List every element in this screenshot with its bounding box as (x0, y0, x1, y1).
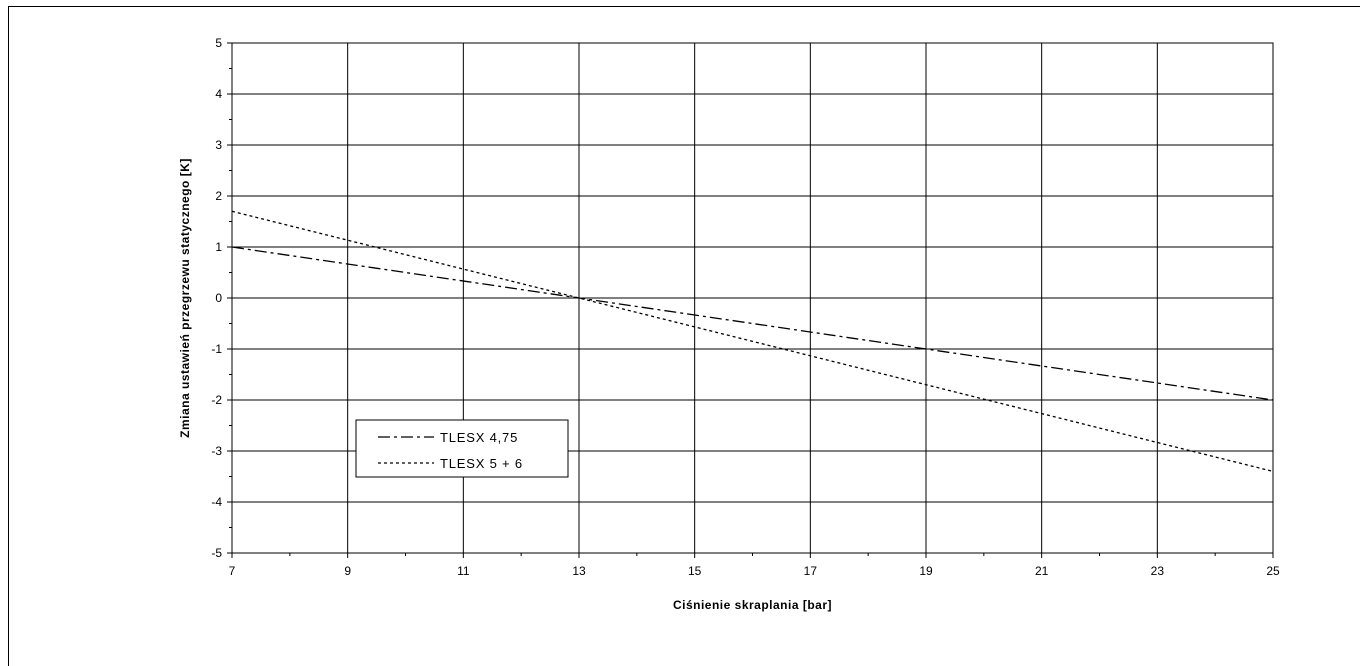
y-tick-label: 4 (215, 87, 222, 101)
y-tick-label: -5 (211, 546, 222, 560)
x-tick-label: 9 (344, 564, 351, 578)
y-tick-label: 1 (215, 240, 222, 254)
x-axis-title: Ciśnienie skraplania [bar] (673, 598, 832, 612)
x-tick-label: 25 (1266, 564, 1280, 578)
legend-label-tlesx-5-6: TLESX 5 + 6 (440, 456, 523, 471)
y-tick-label: 2 (215, 189, 222, 203)
x-tick-label: 21 (1035, 564, 1049, 578)
y-tick-label: -4 (211, 495, 222, 509)
series-line-1 (231, 210, 1274, 473)
x-tick-label: 11 (457, 564, 470, 578)
y-tick-label: 3 (215, 138, 222, 152)
legend-box (355, 419, 569, 478)
y-tick-label: 5 (215, 36, 222, 50)
y-tick-label: 0 (215, 291, 222, 305)
legend: TLESX 4,75 TLESX 5 + 6 (355, 419, 569, 478)
y-tick-label: -3 (211, 444, 222, 458)
chart-frame (8, 6, 1360, 666)
x-tick-label: 19 (919, 564, 933, 578)
y-tick-label: -2 (211, 393, 222, 407)
x-tick-label: 23 (1151, 564, 1165, 578)
y-axis-title: Zmiana ustawień przegrzewu statycznego [… (178, 158, 192, 438)
series-line-0 (231, 246, 1274, 401)
x-tick-label: 7 (229, 564, 236, 578)
legend-label-tlesx-4-75: TLESX 4,75 (440, 430, 518, 445)
x-tick-label: 13 (572, 564, 586, 578)
y-tick-label: -1 (211, 342, 222, 356)
x-tick-label: 17 (804, 564, 818, 578)
x-tick-label: 15 (688, 564, 702, 578)
series (231, 210, 1274, 473)
